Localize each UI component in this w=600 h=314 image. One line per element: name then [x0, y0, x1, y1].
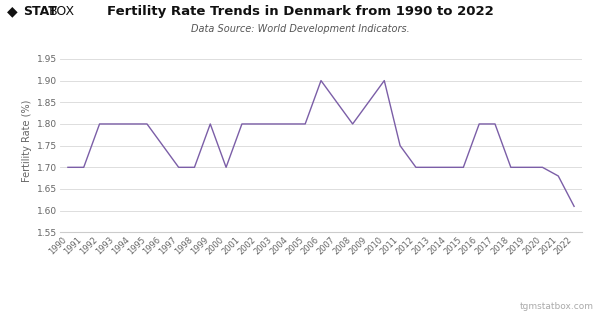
Y-axis label: Fertility Rate (%): Fertility Rate (%) — [22, 100, 32, 182]
Text: tgmstatbox.com: tgmstatbox.com — [520, 302, 594, 311]
Text: Data Source: World Development Indicators.: Data Source: World Development Indicator… — [191, 24, 409, 34]
Text: ◆: ◆ — [7, 5, 18, 19]
Text: BOX: BOX — [49, 5, 76, 18]
Text: STAT: STAT — [23, 5, 56, 18]
Text: Fertility Rate Trends in Denmark from 1990 to 2022: Fertility Rate Trends in Denmark from 19… — [107, 5, 493, 18]
